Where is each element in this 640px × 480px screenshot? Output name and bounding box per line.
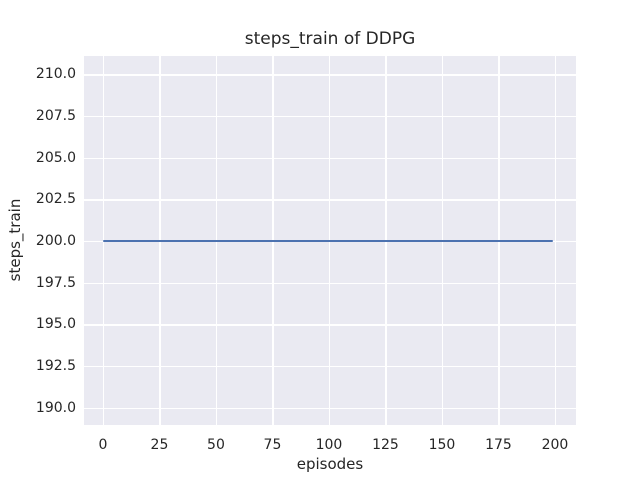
x-gridline — [554, 56, 557, 425]
y-gridline — [84, 115, 576, 118]
y-tick-label: 207.5 — [35, 107, 76, 124]
y-tick-label: 210.0 — [35, 66, 76, 83]
x-tick-label: 25 — [150, 437, 169, 453]
x-tick-label: 75 — [263, 437, 282, 453]
x-axis-label: episodes — [296, 455, 364, 473]
y-gridline — [84, 199, 576, 201]
x-tick-label: 100 — [315, 437, 343, 453]
x-tick-label: 50 — [207, 437, 225, 453]
y-tick-label: 200.0 — [35, 232, 76, 249]
y-tick-label: 197.5 — [35, 274, 76, 291]
y-gridline — [84, 157, 576, 159]
y-tick-label: 205.0 — [35, 149, 76, 166]
y-tick-label: 192.5 — [35, 357, 76, 374]
y-gridline — [84, 74, 576, 76]
y-tick-label: 202.5 — [35, 191, 76, 208]
data-series-line — [102, 239, 553, 243]
x-tick-label: 175 — [485, 437, 512, 453]
y-tick-label: 190.0 — [35, 399, 76, 416]
x-tick-label: 0 — [98, 437, 108, 453]
y-gridline — [84, 407, 576, 409]
chart-title: steps_train of DDPG — [244, 29, 416, 49]
y-tick-label: 195.0 — [35, 316, 76, 333]
y-gridline — [84, 282, 576, 284]
y-gridline — [84, 324, 576, 326]
plot-area — [84, 56, 576, 425]
x-tick-label: 200 — [541, 437, 569, 453]
x-tick-label: 125 — [372, 437, 399, 453]
y-gridline — [84, 365, 576, 368]
x-tick-label: 150 — [428, 437, 456, 453]
